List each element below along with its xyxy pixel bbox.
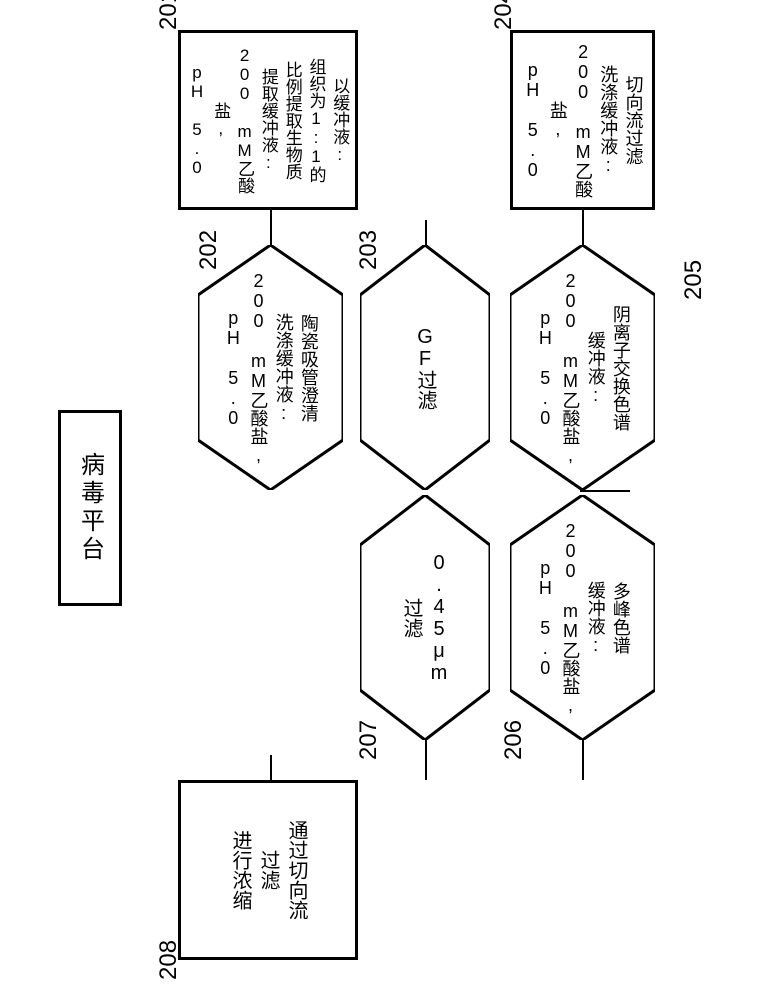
connector <box>425 220 427 245</box>
label-208: 208 <box>155 940 183 980</box>
node-204-text: 切向流过滤 洗涤缓冲液: 200 mM乙酸盐, pH 5.0 <box>514 41 652 199</box>
label-206: 206 <box>500 720 528 760</box>
connector <box>425 740 427 780</box>
connector <box>270 755 272 780</box>
node-207-text: 0.45μm 过滤 <box>391 552 459 684</box>
node-202-text: 陶瓷吸管澄清 洗涤缓冲液: 200 mM乙酸盐, pH 5.0 <box>214 271 327 465</box>
node-202: 陶瓷吸管澄清 洗涤缓冲液: 200 mM乙酸盐, pH 5.0 <box>198 245 343 490</box>
node-205-text: 阴离子交换色谱 缓冲液: 200 mM乙酸盐, pH 5.0 <box>526 271 639 465</box>
node-201: 以缓冲液: 组织为1:1的 比例提取生物质 提取缓冲液: 200 mM乙酸盐, … <box>178 30 358 210</box>
label-207: 207 <box>355 720 383 760</box>
label-203: 203 <box>355 230 383 270</box>
flowchart-canvas: 病毒平台 以缓冲液: 组织为1:1的 比例提取生物质 提取缓冲液: 200 mM… <box>0 0 758 1000</box>
label-201: 201 <box>155 0 183 30</box>
node-203: GF过滤 <box>360 245 490 490</box>
connector <box>270 210 272 245</box>
node-208-text: 通过切向流 过滤 进行浓缩 <box>220 820 316 920</box>
connector <box>580 490 630 492</box>
node-207: 0.45μm 过滤 <box>360 495 490 740</box>
node-205: 阴离子交换色谱 缓冲液: 200 mM乙酸盐, pH 5.0 <box>510 245 655 490</box>
connector <box>582 210 584 245</box>
label-204: 204 <box>490 0 518 30</box>
node-204: 切向流过滤 洗涤缓冲液: 200 mM乙酸盐, pH 5.0 <box>510 30 655 210</box>
connector <box>582 740 584 780</box>
title-text: 病毒平台 <box>73 452 108 564</box>
node-201-text: 以缓冲液: 组织为1:1的 比例提取生物质 提取缓冲液: 200 mM乙酸盐, … <box>179 41 358 199</box>
node-206-text: 多峰色谱 缓冲液: 200 mM乙酸盐, pH 5.0 <box>526 521 639 715</box>
label-202: 202 <box>195 230 223 270</box>
label-205: 205 <box>680 260 708 300</box>
node-208: 通过切向流 过滤 进行浓缩 <box>178 780 358 960</box>
node-203-text: GF过滤 <box>405 326 445 410</box>
title-box: 病毒平台 <box>58 410 122 606</box>
node-206: 多峰色谱 缓冲液: 200 mM乙酸盐, pH 5.0 <box>510 495 655 740</box>
